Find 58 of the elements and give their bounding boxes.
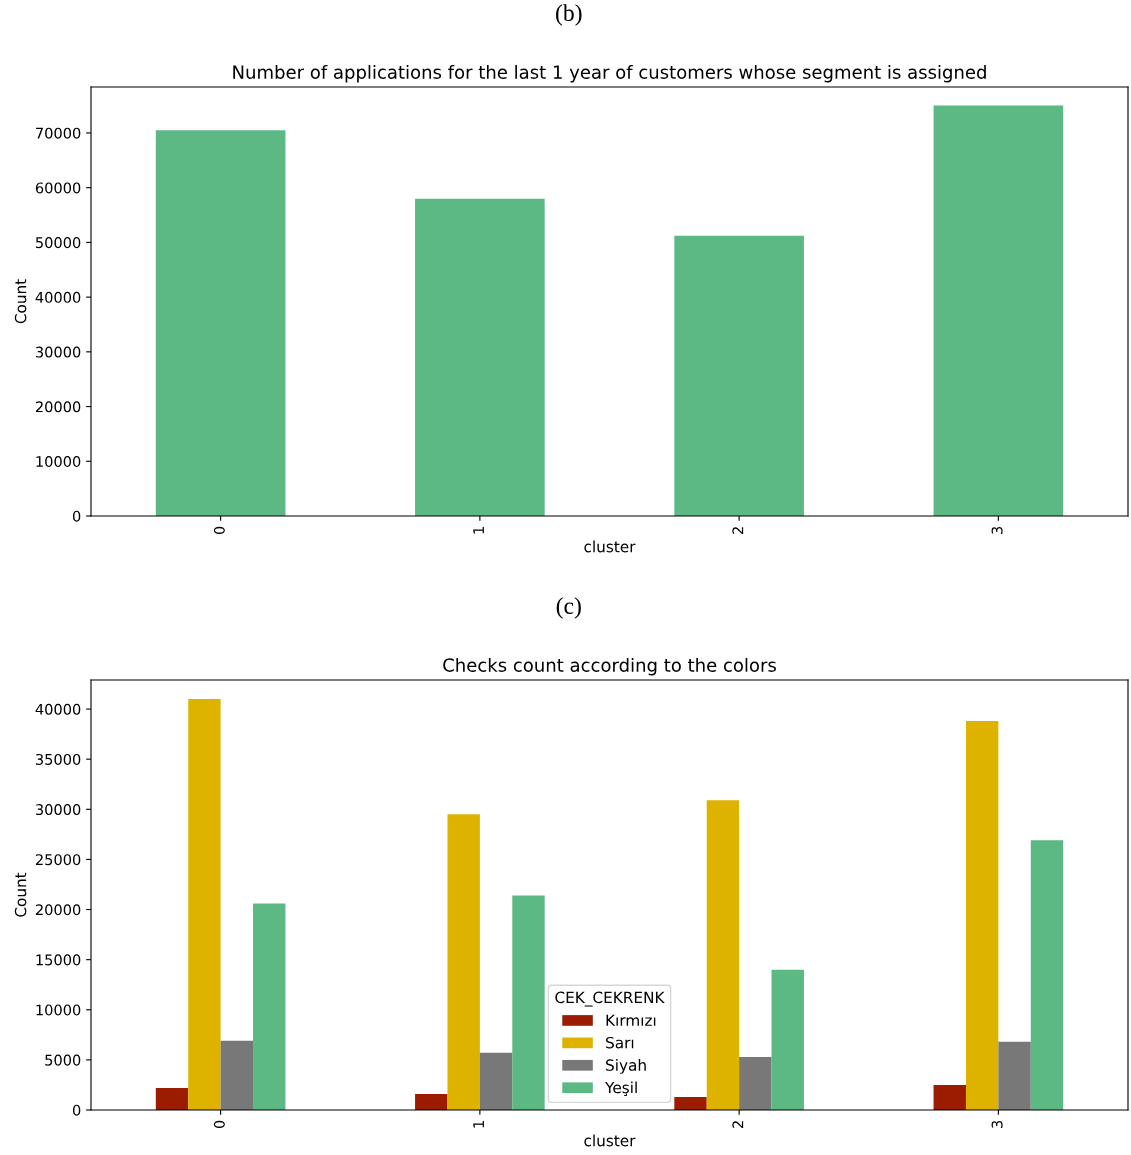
legend-title: CEK_CEKRENK — [555, 991, 665, 1007]
legend-label: Kırmızı — [606, 1014, 656, 1026]
y-tick-label: 40000 — [35, 291, 81, 303]
legend-label: Siyah — [606, 1059, 646, 1074]
y-tick-label: 30000 — [36, 346, 81, 358]
x-tick-label: 1 — [473, 1121, 484, 1128]
chart-title: Number of applications for the last 1 year of customers whose segment is assigned — [233, 64, 986, 83]
x-axis-title: cluster — [584, 540, 636, 553]
bar — [998, 1041, 1031, 1110]
x-tick-label: 1 — [473, 527, 484, 534]
y-tick-label: 10000 — [36, 456, 81, 468]
bar — [155, 130, 286, 516]
bar — [933, 1084, 966, 1110]
bar — [188, 699, 221, 1110]
text: (c) — [556, 597, 581, 619]
bar — [415, 198, 545, 516]
bar — [771, 969, 804, 1110]
bar — [155, 1087, 189, 1110]
y-tick-label: 60000 — [35, 182, 81, 194]
y-axis-title: Count — [14, 279, 27, 324]
y-tick-label: 5000 — [45, 1054, 81, 1066]
x-tick-label: 3 — [991, 526, 1003, 534]
x-tick-label: 3 — [991, 1120, 1003, 1128]
y-tick-label: 25000 — [35, 854, 81, 866]
bar — [220, 1040, 254, 1110]
y-tick-label: 50000 — [36, 237, 81, 249]
bar — [447, 814, 480, 1110]
bar — [739, 1056, 772, 1110]
x-tick-label: 0 — [213, 1120, 225, 1129]
x-tick-label: 0 — [213, 526, 225, 535]
x-axis-title: cluster — [584, 1134, 636, 1147]
y-tick-label: 40000 — [35, 703, 81, 715]
bar — [706, 800, 740, 1110]
bar — [965, 721, 999, 1110]
y-tick-label: 0 — [72, 1104, 81, 1116]
y-tick-label: 30000 — [36, 804, 81, 816]
y-tick-label: 70000 — [36, 127, 81, 139]
y-tick-label: 10000 — [36, 1004, 81, 1016]
text: (b) — [556, 4, 582, 26]
bar — [1030, 840, 1064, 1110]
bar — [933, 105, 1064, 516]
chart-title: Checks count according to the colors — [443, 657, 776, 676]
y-tick-label: 15000 — [36, 954, 81, 966]
y-tick-label: 20000 — [35, 904, 81, 916]
bar — [512, 895, 545, 1110]
bar — [415, 1093, 448, 1110]
x-tick-label: 2 — [732, 527, 744, 534]
y-axis-title: Count — [14, 872, 27, 917]
bar — [674, 1096, 707, 1110]
bar — [479, 1052, 513, 1110]
y-tick-label: 0 — [72, 510, 81, 522]
bar — [253, 903, 286, 1110]
bar — [674, 235, 804, 516]
y-tick-label: 35000 — [36, 753, 81, 765]
x-tick-label: 2 — [732, 1121, 744, 1128]
y-tick-label: 20000 — [35, 401, 81, 413]
legend-label: Sarı — [606, 1036, 634, 1049]
legend-label: Yeşil — [605, 1081, 637, 1097]
